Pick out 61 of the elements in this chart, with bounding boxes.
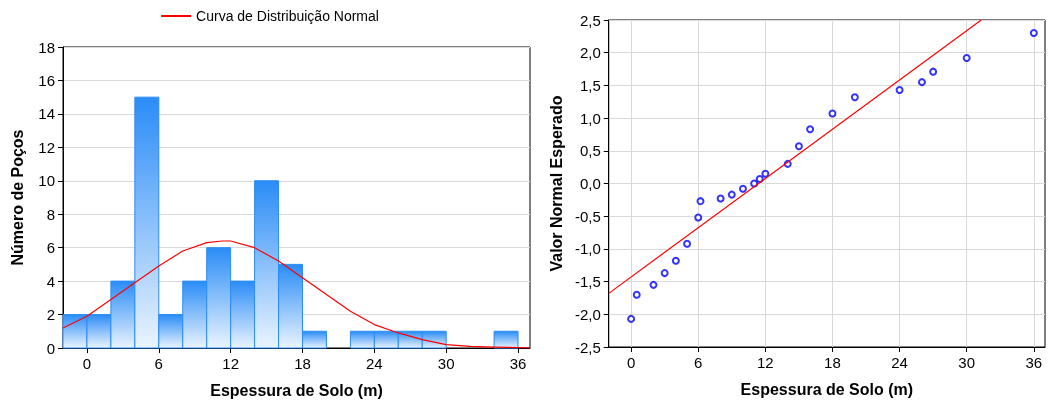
x-tick-label: 18 [824, 354, 841, 371]
point [761, 169, 770, 178]
y-tick-label: 6 [46, 239, 55, 257]
y-tick-label: 2,5 [579, 11, 601, 29]
x-axis-title: Espessura de Solo (m) [740, 380, 914, 398]
y-tick-label: 14 [38, 105, 55, 123]
legend-label: Curva de Distribuição Normal [196, 8, 379, 24]
point [649, 280, 658, 289]
point [716, 194, 725, 203]
x-tick-label: 30 [437, 355, 455, 372]
x-tick-label: 18 [294, 355, 311, 372]
y-tick-label: -2,5 [574, 338, 601, 356]
y-tick-label: 1,0 [579, 109, 601, 127]
y-tick-label: -1,0 [574, 240, 601, 258]
y-tick-label: 2,0 [579, 44, 601, 62]
x-tick-label: 0 [626, 354, 636, 371]
x-tick-label: 6 [694, 354, 703, 371]
point [929, 67, 938, 76]
x-tick-label: 6 [154, 355, 163, 372]
y-tick-label: -0,5 [574, 207, 601, 225]
x-tick-label: 12 [757, 354, 774, 371]
y-tick-label: 0,5 [579, 142, 601, 160]
point [683, 239, 692, 248]
point [660, 269, 669, 278]
point [727, 190, 736, 199]
y-tick-label: -2,0 [574, 305, 601, 323]
point [671, 256, 680, 265]
y-axis-title: Valor Normal Esperado [547, 95, 565, 272]
y-tick-label: -1,5 [574, 273, 601, 291]
x-axis-title: Espessura de Solo (m) [210, 381, 383, 399]
point [694, 213, 703, 222]
point [738, 184, 747, 193]
point [632, 290, 641, 299]
point [1029, 29, 1038, 38]
point [917, 78, 926, 87]
y-tick-label: 0 [46, 339, 55, 357]
point [828, 109, 837, 118]
x-tick-label: 12 [222, 355, 239, 372]
point [627, 314, 636, 323]
y-tick-label: 12 [38, 138, 55, 156]
y-tick-label: 10 [38, 172, 55, 190]
x-tick-label: 36 [1025, 354, 1043, 371]
point [806, 125, 815, 134]
y-tick-label: 4 [46, 272, 55, 290]
y-tick-label: 2 [46, 306, 55, 324]
point [962, 53, 971, 62]
x-tick-label: 0 [82, 355, 92, 372]
point [696, 197, 705, 206]
y-tick-label: 18 [38, 38, 55, 56]
point [794, 142, 803, 151]
y-axis-title: Número de Poços [8, 129, 26, 266]
point [850, 93, 859, 102]
x-tick-label: 36 [509, 355, 527, 372]
y-tick-label: 1,5 [579, 76, 601, 94]
y-tick-label: 0,0 [579, 175, 601, 192]
x-tick-label: 30 [958, 354, 976, 371]
point [895, 85, 904, 94]
x-tick-label: 24 [365, 355, 383, 372]
y-tick-label: 16 [38, 71, 55, 89]
x-tick-label: 24 [891, 354, 908, 371]
y-tick-label: 8 [46, 205, 55, 223]
